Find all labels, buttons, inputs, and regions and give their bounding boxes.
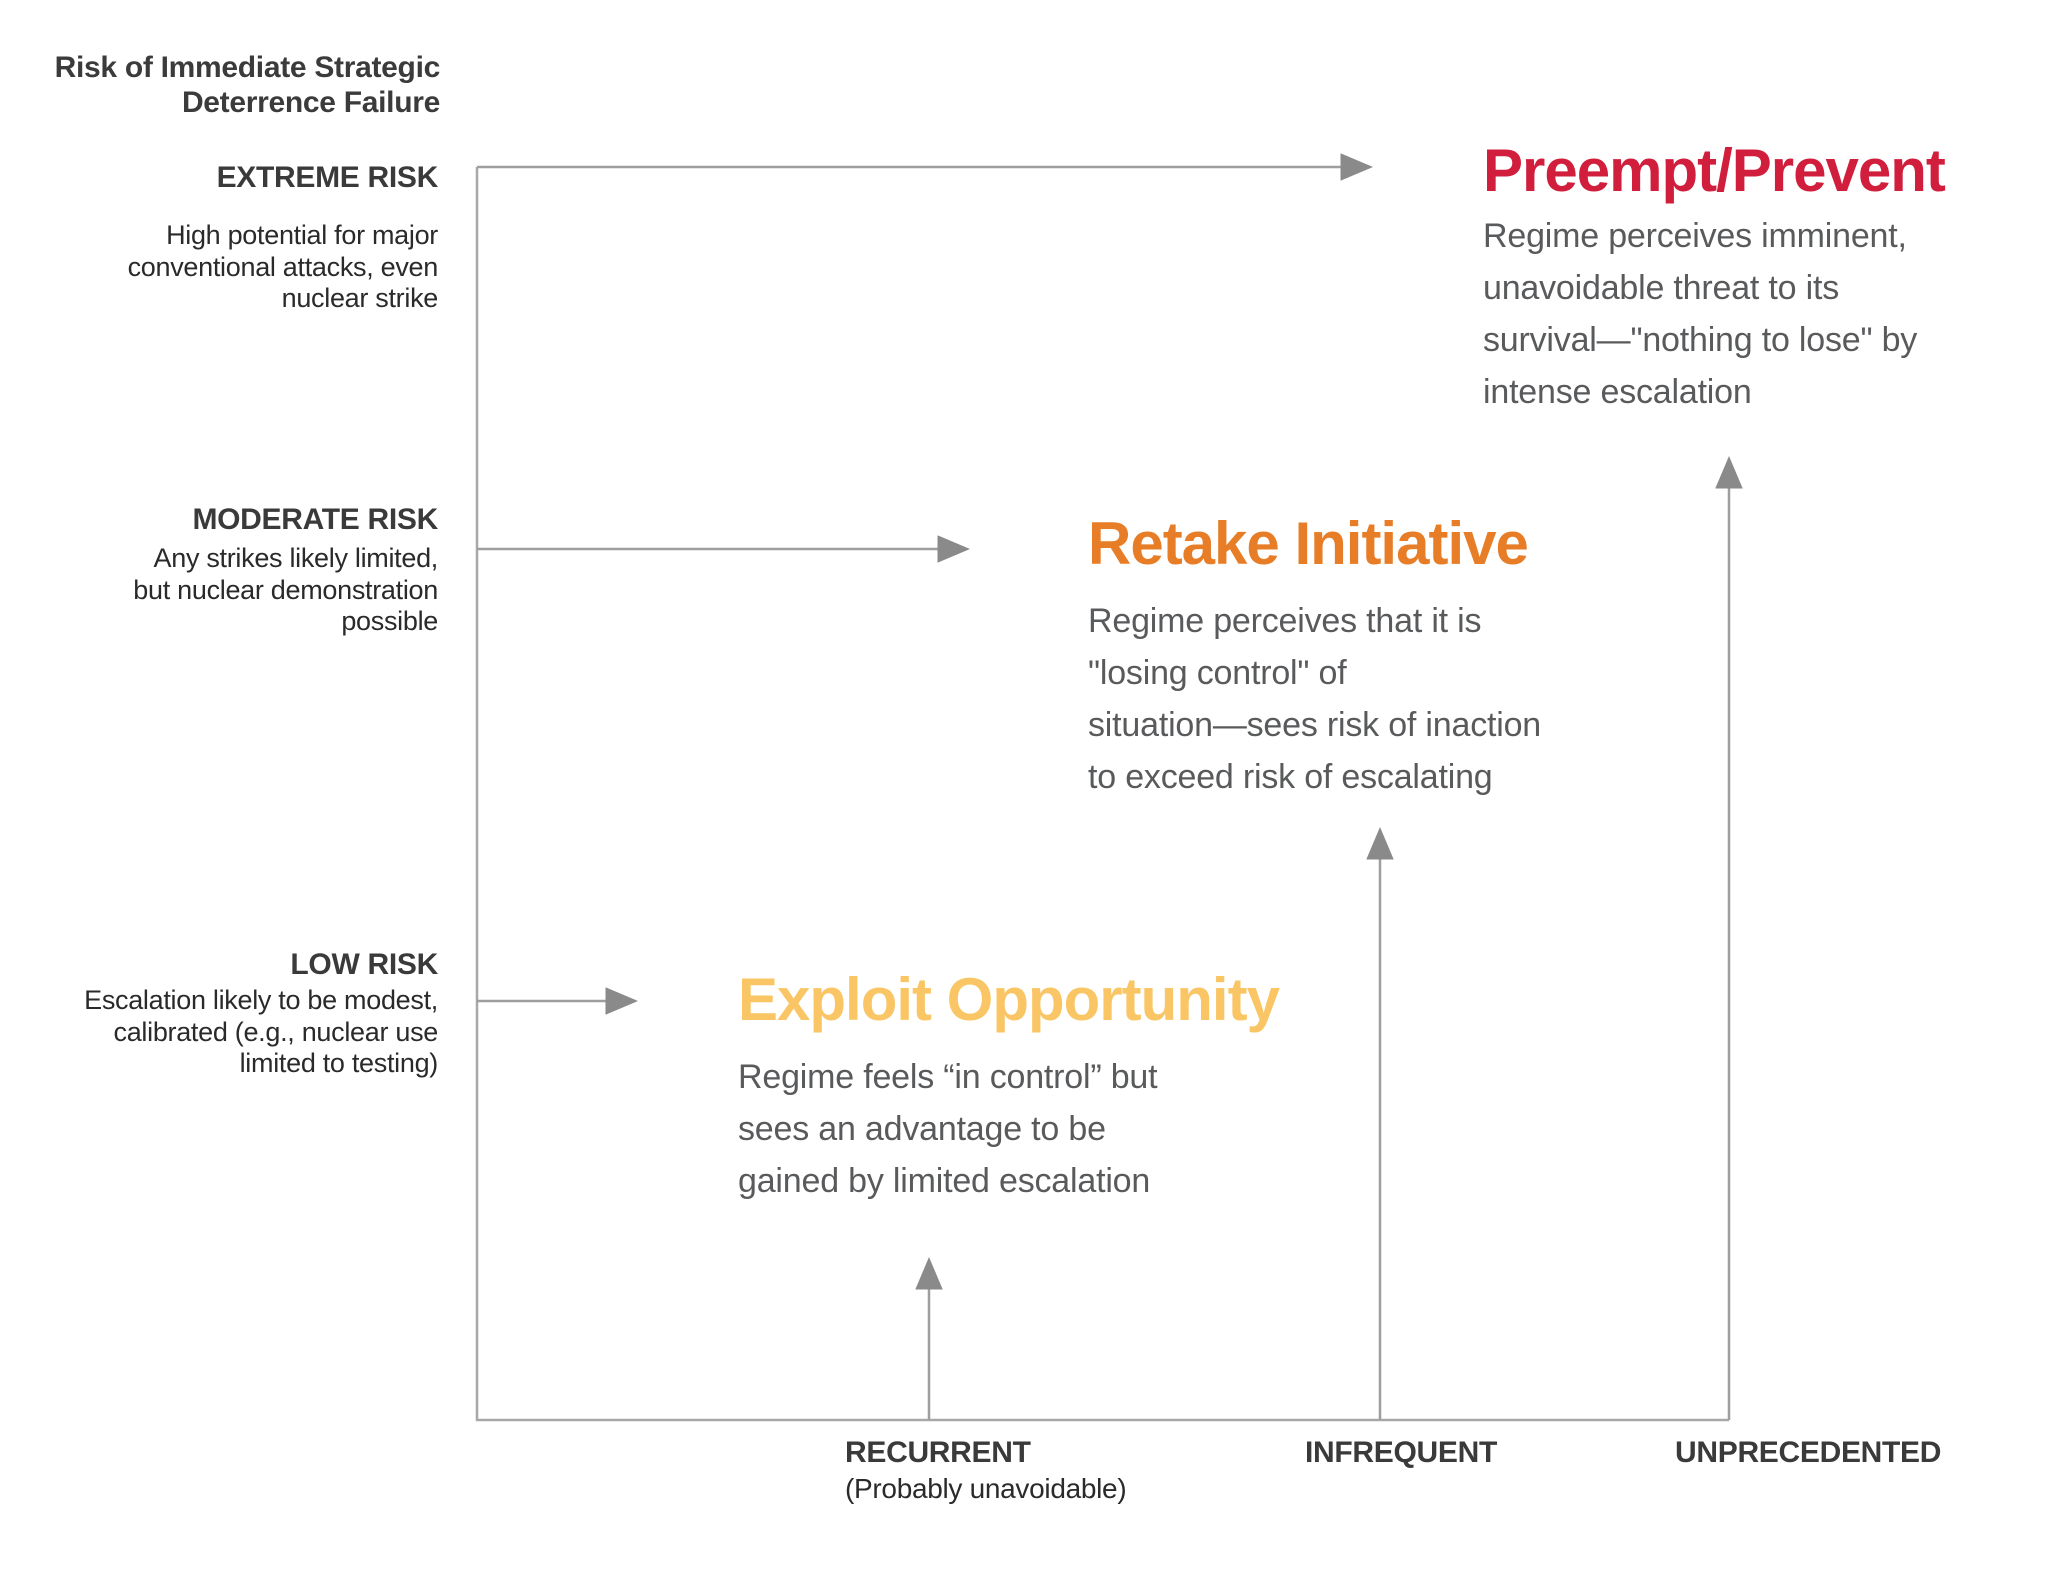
x-category-infrequent-label: INFREQUENT [1305,1436,1498,1469]
zone-retake-initiative-title: Retake Initiative [1088,510,1529,577]
risk-level-extreme-description: High potential for major conventional at… [127,220,439,313]
risk-level-low-description: Escalation likely to be modest, calibrat… [84,985,438,1078]
x-category-recurrent-label: RECURRENT [845,1436,1031,1469]
zone-retake-initiative-description: Regime perceives that it is "losing cont… [1088,602,1542,796]
x-category-unprecedented-label: UNPRECEDENTED [1675,1436,1942,1469]
axis-lines [475,167,1729,1422]
zone-preempt-prevent-description: Regime perceives imminent, unavoidable t… [1483,217,1918,411]
risk-level-low-label: LOW RISK [290,948,438,981]
risk-level-extreme-label: EXTREME RISK [216,161,439,194]
pointer-arrows [477,153,1743,1420]
risk-level-moderate-description: Any strikes likely limited, but nuclear … [133,543,438,636]
zone-exploit-opportunity-title: Exploit Opportunity [738,966,1280,1033]
risk-level-moderate-label: MODERATE RISK [192,503,438,536]
y-axis-title: Risk of Immediate Strategic Deterrence F… [54,51,441,119]
zone-exploit-opportunity-description: Regime feels “in control” but sees an ad… [738,1058,1158,1200]
zone-preempt-prevent-title: Preempt/Prevent [1483,137,1946,204]
x-category-recurrent-sublabel: (Probably unavoidable) [845,1473,1127,1504]
